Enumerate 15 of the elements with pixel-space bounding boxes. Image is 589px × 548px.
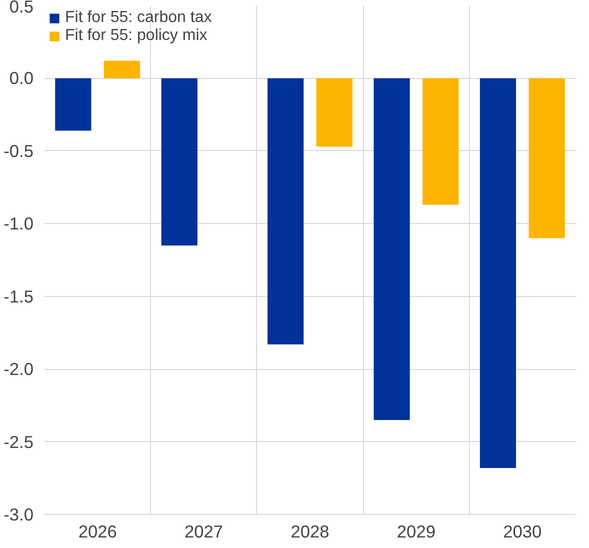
x-tick-label: 2026 [78, 522, 117, 542]
y-tick-label: 0.5 [9, 0, 34, 16]
x-tick-label: 2030 [503, 522, 542, 542]
y-tick-label: -2.0 [4, 359, 34, 380]
y-tick-label: -2.5 [4, 432, 34, 452]
y-tick-label: -3.0 [4, 504, 34, 524]
y-tick-label: -1.5 [4, 286, 34, 306]
legend-label: Fit for 55: carbon tax [65, 9, 212, 27]
x-tick-label: 2029 [396, 522, 436, 542]
legend-label: Fit for 55: policy mix [65, 27, 208, 45]
x-tick-label: 2027 [184, 522, 224, 542]
x-tick-label: 2028 [290, 522, 330, 542]
y-tick-label: -1.0 [4, 214, 34, 234]
y-tick-label: 0.0 [9, 68, 34, 88]
y-tick-label: -0.5 [4, 140, 34, 161]
